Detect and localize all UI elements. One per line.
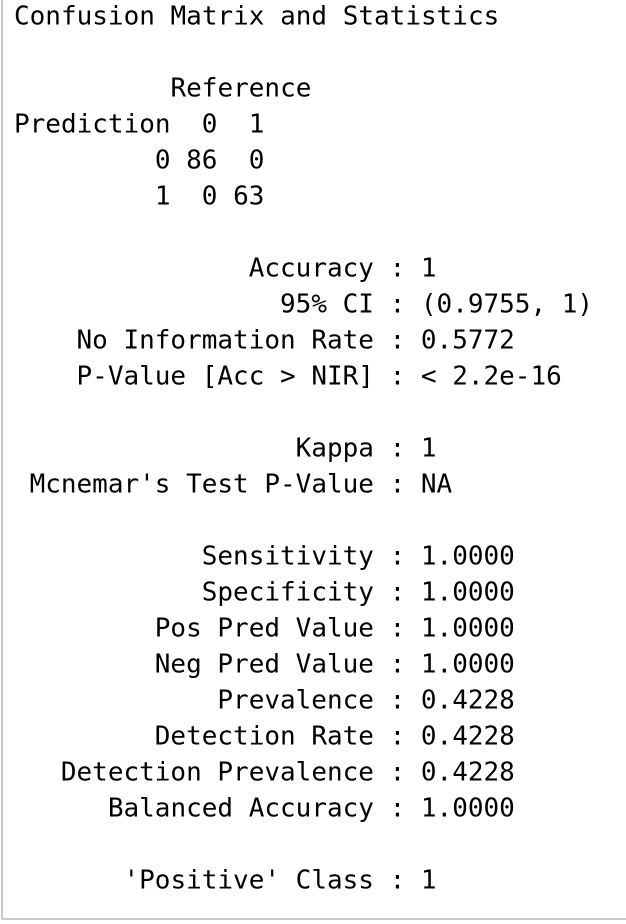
- separator: :: [390, 254, 406, 284]
- prediction-label: Prediction: [14, 110, 171, 140]
- stat-label: 'Positive' Class: [123, 866, 373, 896]
- separator: :: [390, 614, 406, 644]
- stat-value: 1.0000: [421, 650, 515, 680]
- separator: :: [390, 326, 406, 356]
- separator: :: [390, 434, 406, 464]
- matrix-column-header: 0: [202, 110, 218, 140]
- separator: :: [390, 758, 406, 788]
- stat-value: 1: [421, 434, 437, 464]
- stat-value: 1.0000: [421, 542, 515, 572]
- separator: :: [390, 866, 406, 896]
- stat-value: 1.0000: [421, 794, 515, 824]
- reference-label: Reference: [171, 74, 312, 104]
- matrix-cell: 63: [233, 182, 264, 212]
- stat-value: 0.5772: [421, 326, 515, 356]
- separator: :: [390, 650, 406, 680]
- separator: :: [390, 794, 406, 824]
- matrix-cell: 86: [186, 146, 217, 176]
- stat-value: < 2.2e-16: [421, 362, 562, 392]
- stat-value: 0.4228: [421, 758, 515, 788]
- title: Confusion Matrix and Statistics: [14, 2, 499, 32]
- stat-label: 95% CI: [280, 290, 374, 320]
- stat-value: 1: [421, 254, 437, 284]
- matrix-cell: 0: [202, 182, 218, 212]
- stat-label: Detection Prevalence: [61, 758, 374, 788]
- stat-label: No Information Rate: [77, 326, 374, 356]
- stat-label: Sensitivity: [202, 542, 374, 572]
- matrix-column-header: 1: [249, 110, 265, 140]
- stat-value: 1: [421, 866, 437, 896]
- stat-value: 1.0000: [421, 578, 515, 608]
- stat-value: 1.0000: [421, 614, 515, 644]
- separator: :: [390, 722, 406, 752]
- stat-value: 0.4228: [421, 686, 515, 716]
- matrix-row-label: 1: [155, 182, 171, 212]
- separator: :: [390, 362, 406, 392]
- matrix-row-label: 0: [155, 146, 171, 176]
- stat-value: NA: [421, 470, 453, 500]
- separator: :: [390, 470, 406, 500]
- stat-label: Neg Pred Value: [155, 650, 374, 680]
- stat-value: (0.9755, 1): [421, 290, 593, 320]
- separator: :: [390, 290, 406, 320]
- stat-value: 0.4228: [421, 722, 515, 752]
- stat-label: Accuracy: [249, 254, 374, 284]
- stat-label: Balanced Accuracy: [108, 794, 374, 824]
- matrix-cell: 0: [249, 146, 265, 176]
- separator: :: [390, 542, 406, 572]
- stat-label: P-Value [Acc > NIR]: [77, 362, 374, 392]
- stat-label: Prevalence: [217, 686, 374, 716]
- separator: :: [390, 578, 406, 608]
- stat-label: Specificity: [202, 578, 374, 608]
- stat-label: Pos Pred Value: [155, 614, 374, 644]
- stat-label: Kappa: [296, 434, 374, 464]
- stat-label: Detection Rate: [155, 722, 374, 752]
- separator: :: [390, 686, 406, 716]
- stat-label: Mcnemar's Test P-Value: [30, 470, 374, 500]
